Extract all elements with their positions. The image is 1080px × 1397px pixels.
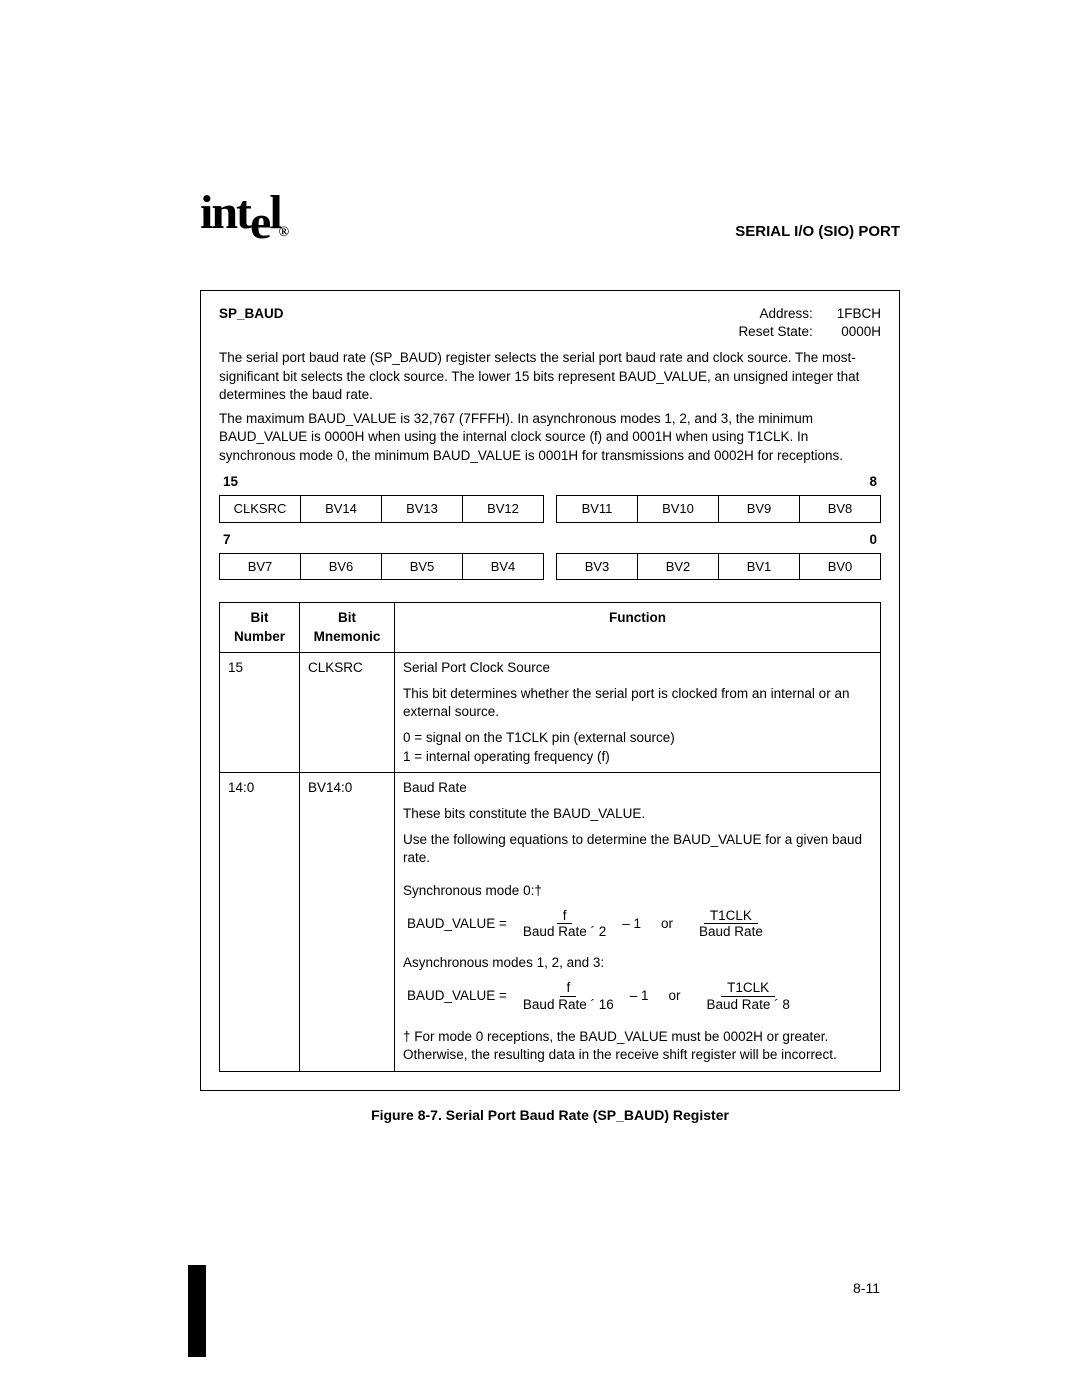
frac-num: f [560, 980, 576, 997]
fraction: f Baud Rate ´ 16 [517, 980, 620, 1012]
register-header: SP_BAUD Address: 1FBCH Reset State: 0000… [219, 305, 881, 341]
cell-func: Baud Rate These bits constitute the BAUD… [395, 772, 881, 1071]
bit-description-table: Bit Number Bit Mnemonic Function 15 CLKS… [219, 602, 881, 1071]
table-row: 14:0 BV14:0 Baud Rate These bits constit… [220, 772, 881, 1071]
bit-label-right: 0 [869, 531, 877, 549]
bit-cell: BV9 [718, 495, 799, 523]
register-box: SP_BAUD Address: 1FBCH Reset State: 0000… [200, 290, 900, 1091]
page-header: intel® SERIAL I/O (SIO) PORT [200, 185, 900, 240]
fraction: T1CLK Baud Rate ´ 8 [701, 980, 796, 1012]
opt-line: 0 = signal on the T1CLK pin (external so… [403, 730, 675, 745]
footnote: † For mode 0 receptions, the BAUD_VALUE … [403, 1028, 872, 1064]
intel-logo: intel® [200, 185, 289, 240]
func-desc: This bit determines whether the serial p… [403, 685, 872, 721]
bit-cell: BV14 [300, 495, 381, 523]
address-value: 1FBCH [837, 305, 881, 323]
reset-label: Reset State: [738, 323, 812, 341]
func-opts: 0 = signal on the T1CLK pin (external so… [403, 729, 872, 765]
frac-den: Baud Rate [693, 924, 769, 940]
eq-minus1: – 1 [630, 987, 649, 1005]
eq-lhs: BAUD_VALUE = [407, 915, 507, 933]
bit-label-left: 7 [223, 531, 231, 549]
frac-den: Baud Rate ´ 8 [701, 997, 796, 1013]
bit-cell: BV11 [556, 495, 637, 523]
section-title: SERIAL I/O (SIO) PORT [735, 223, 900, 240]
bit-cell: BV2 [637, 553, 718, 581]
register-name: SP_BAUD [219, 305, 284, 341]
frac-num: T1CLK [721, 980, 775, 997]
table-header-num: Bit Number [220, 603, 300, 652]
bit-cell: BV10 [637, 495, 718, 523]
cell-mnem: BV14:0 [300, 772, 395, 1071]
eq-minus1: – 1 [622, 915, 641, 933]
func-title: Baud Rate [403, 779, 872, 797]
bit-cell: BV3 [556, 553, 637, 581]
bit-cell: BV6 [300, 553, 381, 581]
bit-cell: BV5 [381, 553, 462, 581]
reset-value: 0000H [837, 323, 881, 341]
register-desc-1: The serial port baud rate (SP_BAUD) regi… [219, 349, 881, 404]
cell-func: Serial Port Clock Source This bit determ… [395, 652, 881, 772]
bit-row-high: CLKSRC BV14 BV13 BV12 BV11 BV10 BV9 BV8 [219, 495, 881, 523]
address-label: Address: [738, 305, 812, 323]
async-label: Asynchronous modes 1, 2, and 3: [403, 954, 872, 972]
register-desc-2: The maximum BAUD_VALUE is 32,767 (7FFFH)… [219, 410, 881, 465]
cell-bitnum: 14:0 [220, 772, 300, 1071]
fraction: f Baud Rate ´ 2 [517, 908, 612, 940]
bit-label-right: 8 [869, 473, 877, 491]
equation-sync: BAUD_VALUE = f Baud Rate ´ 2 – 1 or T1CL… [407, 908, 872, 940]
eq-or: or [669, 987, 681, 1005]
bit-cell: BV12 [462, 495, 544, 523]
cell-bitnum: 15 [220, 652, 300, 772]
sync-label: Synchronous mode 0:† [403, 882, 872, 900]
frac-num: T1CLK [704, 908, 758, 925]
bit-cell: BV4 [462, 553, 544, 581]
func-desc2: Use the following equations to determine… [403, 831, 872, 867]
bit-label-row-low: 7 0 [219, 531, 881, 549]
bit-cell: BV1 [718, 553, 799, 581]
bit-label-left: 15 [223, 473, 238, 491]
bit-cell: BV8 [799, 495, 881, 523]
frac-den: Baud Rate ´ 16 [517, 997, 620, 1013]
table-header-mnem: Bit Mnemonic [300, 603, 395, 652]
eq-lhs: BAUD_VALUE = [407, 987, 507, 1005]
equation-async: BAUD_VALUE = f Baud Rate ´ 16 – 1 or T1C… [407, 980, 872, 1012]
bit-cell: BV7 [219, 553, 300, 581]
figure-caption: Figure 8-7. Serial Port Baud Rate (SP_BA… [200, 1107, 900, 1123]
bit-cell: BV0 [799, 553, 881, 581]
page-number: 8-11 [853, 1280, 880, 1296]
margin-bar [188, 1265, 206, 1357]
cell-mnem: CLKSRC [300, 652, 395, 772]
frac-num: f [557, 908, 573, 925]
func-title: Serial Port Clock Source [403, 659, 872, 677]
bit-cell: BV13 [381, 495, 462, 523]
bit-cell: CLKSRC [219, 495, 300, 523]
bit-row-low: BV7 BV6 BV5 BV4 BV3 BV2 BV1 BV0 [219, 553, 881, 581]
frac-den: Baud Rate ´ 2 [517, 924, 612, 940]
func-desc1: These bits constitute the BAUD_VALUE. [403, 805, 872, 823]
fraction: T1CLK Baud Rate [693, 908, 769, 940]
register-address-block: Address: 1FBCH Reset State: 0000H [738, 305, 881, 341]
opt-line: 1 = internal operating frequency (f) [403, 749, 610, 764]
bit-label-row-high: 15 8 [219, 473, 881, 491]
table-row: 15 CLKSRC Serial Port Clock Source This … [220, 652, 881, 772]
eq-or: or [661, 915, 673, 933]
table-header-func: Function [395, 603, 881, 652]
